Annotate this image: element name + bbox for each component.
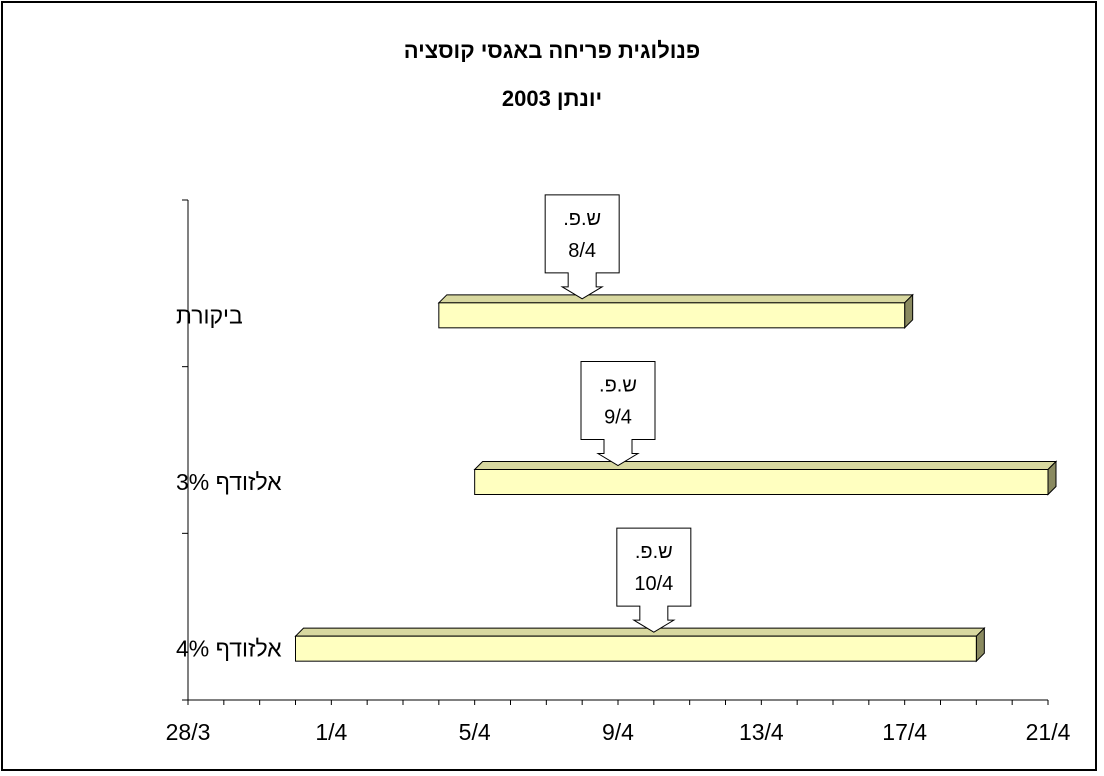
- x-tick-label: 28/3: [166, 719, 211, 745]
- bar-top: [437, 294, 914, 304]
- peak-callout: [544, 194, 620, 300]
- x-tick-label: 17/4: [882, 719, 927, 745]
- x-tick-label: 9/4: [602, 719, 634, 745]
- bar: [295, 635, 977, 662]
- callout-date: 10/4: [634, 573, 673, 595]
- chart-title: פנולוגית פריחה באגסי קוסציה: [403, 38, 701, 63]
- chart-subtitle: יונתן 2003: [501, 86, 603, 111]
- bar-top: [473, 461, 1058, 470]
- category-label: אלזודף 3%: [176, 469, 282, 495]
- x-tick-label: 1/4: [315, 719, 347, 745]
- callout-label: ש.פ.: [599, 375, 637, 397]
- category-label: אלזודף 4%: [176, 636, 282, 662]
- callout-label: ש.פ.: [635, 541, 673, 563]
- category-label: ביקורת: [176, 302, 243, 328]
- peak-callout: [616, 527, 692, 633]
- callout-date: 8/4: [568, 240, 596, 262]
- callout-date: 9/4: [604, 407, 632, 429]
- x-tick-label: 5/4: [459, 719, 491, 745]
- callout-label: ש.פ.: [563, 208, 601, 230]
- bar-top: [294, 627, 986, 637]
- bar: [438, 302, 906, 329]
- x-tick-label: 13/4: [739, 719, 784, 745]
- x-tick-label: 21/4: [1026, 719, 1071, 745]
- bar: [474, 469, 1049, 495]
- peak-callout: [580, 361, 656, 467]
